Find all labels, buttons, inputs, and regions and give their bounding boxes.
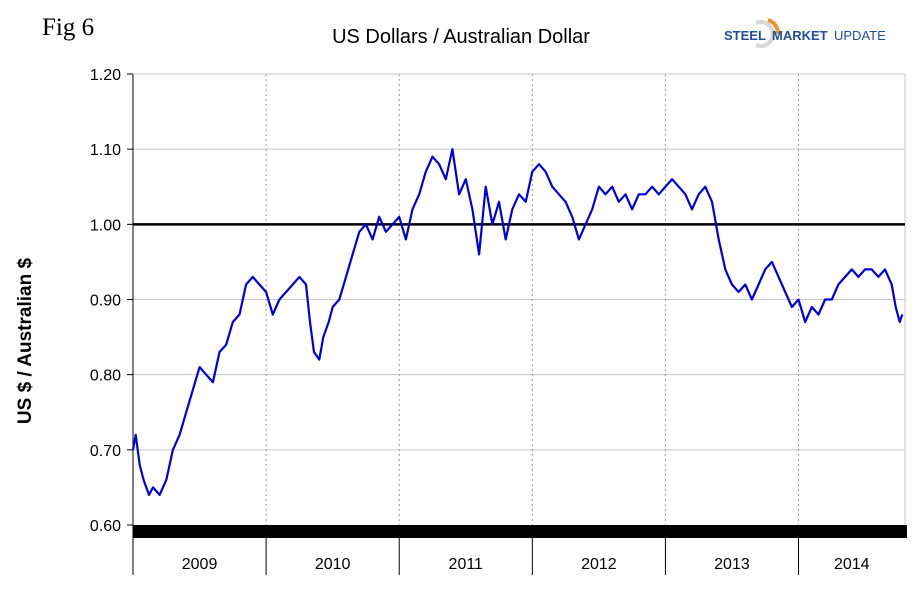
y-tick-label: 1.00 [90, 217, 121, 234]
logo-word-market: MARKET [772, 28, 828, 43]
steel-market-update-logo: STEEL MARKET UPDATE [724, 18, 886, 48]
figure-label: Fig 6 [42, 14, 95, 41]
x-year-label: 2013 [714, 556, 750, 573]
y-tick-label: 0.70 [90, 443, 121, 460]
labels-layer: 0.60 0.70 0.80 0.90 1.00 1.10 1.20 2009 2010 2011… [90, 67, 870, 573]
chart-title: US Dollars / Australian Dollar [332, 26, 590, 48]
logo-word-update: UPDATE [834, 28, 886, 43]
y-tick-label: 0.80 [90, 368, 121, 385]
x-year-label: 2009 [182, 556, 218, 573]
x-year-label: 2014 [834, 556, 870, 573]
y-tick-label: 0.60 [90, 518, 121, 535]
x-year-label: 2012 [581, 556, 617, 573]
logo-word-steel: STEEL [724, 28, 766, 43]
x-year-label: 2011 [449, 556, 484, 573]
series-layer [131, 148, 904, 496]
y-tick-label: 1.20 [90, 67, 121, 84]
axes-layer [127, 73, 907, 575]
y-tick-label: 1.10 [90, 142, 121, 159]
x-axis-band [133, 525, 907, 538]
exchange-rate-line [131, 148, 904, 496]
y-tick-label: 0.90 [90, 293, 121, 310]
x-year-label: 2010 [315, 556, 351, 573]
